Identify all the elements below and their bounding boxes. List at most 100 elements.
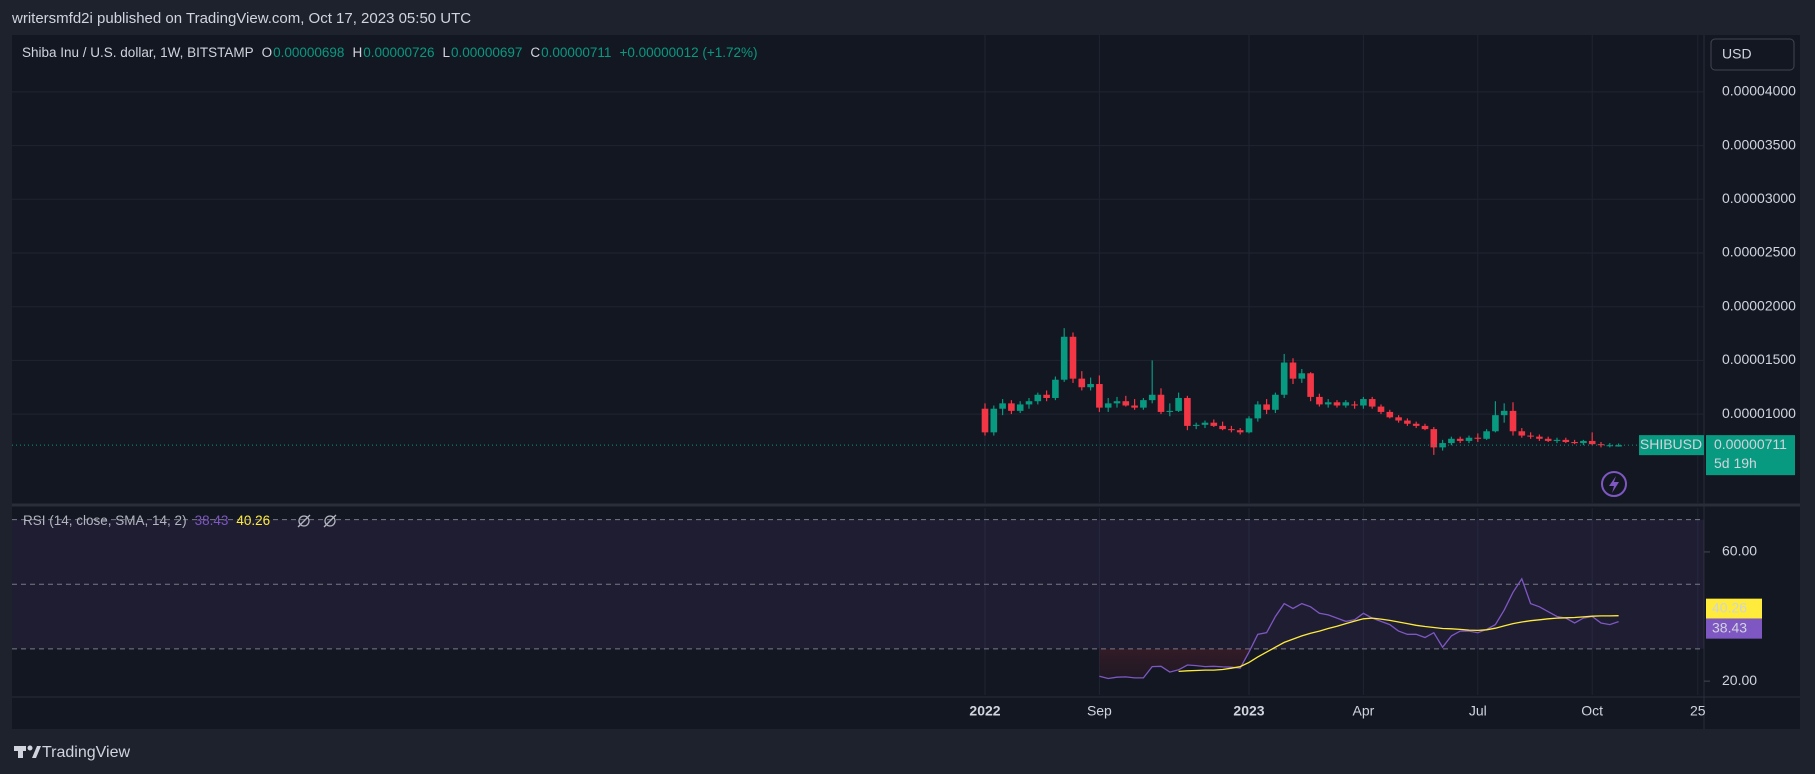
legend-icon xyxy=(297,514,311,528)
candle-body xyxy=(981,408,989,433)
rsi-legend: RSI (14, close, SMA, 14, 2) 38.43 40.26 xyxy=(23,513,270,528)
candle-body xyxy=(1069,336,1077,379)
candle-body xyxy=(1104,403,1112,408)
candle-body xyxy=(1562,439,1570,443)
candle-body xyxy=(1236,430,1244,433)
candle-body xyxy=(1307,373,1314,397)
candle-body xyxy=(1421,425,1429,430)
candle-body xyxy=(1492,415,1499,432)
value-label: 38.43 xyxy=(1712,619,1747,635)
y-tick-label: 0.00004000 xyxy=(1722,83,1796,99)
candle-body xyxy=(1324,402,1332,405)
currency[interactable]: USD xyxy=(1722,46,1752,62)
candle-body xyxy=(1289,362,1297,379)
candle-body xyxy=(1377,406,1385,412)
y-tick-label: 0.00001500 xyxy=(1722,351,1796,367)
candle-body xyxy=(1254,404,1262,419)
y-tick-label: 0.00002500 xyxy=(1722,244,1796,260)
candle-body xyxy=(1166,410,1174,412)
candle-body xyxy=(1263,404,1270,410)
legend-value: Shiba Inu / U.S. dollar, 1W, BITSTAMP xyxy=(22,45,254,60)
value-label: 40.26 xyxy=(1712,599,1747,615)
x-tick-label: 25 xyxy=(1690,703,1706,719)
symbol-label: SHIBUSD xyxy=(1640,436,1702,452)
candle-body xyxy=(1113,401,1121,404)
candle-body xyxy=(1395,417,1402,421)
candle-body xyxy=(1430,429,1438,448)
candle-body xyxy=(1192,424,1200,426)
candle-body xyxy=(1342,402,1350,406)
legend-icon xyxy=(298,515,310,527)
candle-body xyxy=(1157,394,1165,412)
x-tick-label: Apr xyxy=(1353,703,1375,719)
candle-body xyxy=(1034,394,1042,402)
y-tick-label: 0.00003500 xyxy=(1722,136,1796,152)
candle-body xyxy=(1052,379,1059,398)
legend-value: 0.00000726 xyxy=(363,45,434,60)
y-tick-label: 20.00 xyxy=(1722,672,1757,688)
candle-body xyxy=(1175,397,1182,411)
countdown: 5d 19h xyxy=(1714,455,1757,471)
last-price-label: 0.00000711 xyxy=(1714,436,1787,452)
candle-body xyxy=(1518,431,1526,436)
candle-body xyxy=(1448,438,1455,444)
legend-value: 0.00000711 xyxy=(541,45,611,60)
candle-body xyxy=(1483,431,1490,439)
alert-bolt xyxy=(1609,476,1619,493)
x-tick-label: 2022 xyxy=(969,703,1000,719)
candle-body xyxy=(1465,437,1473,441)
candle-body xyxy=(1368,399,1376,407)
rsi-line xyxy=(1099,577,1619,680)
y-tick-label: 0.00001000 xyxy=(1722,405,1796,421)
candle-body xyxy=(1412,423,1420,426)
x-tick-label: 2023 xyxy=(1233,703,1264,719)
alert-icon[interactable] xyxy=(1601,471,1627,497)
candle-body xyxy=(1219,425,1226,430)
legend-icon xyxy=(323,514,337,528)
symbol-label-box xyxy=(1639,435,1704,456)
tv-logo xyxy=(14,745,41,758)
legend-value: RSI (14, close, SMA, 14, 2) xyxy=(23,513,187,528)
logo-part xyxy=(27,745,33,751)
x-tick-label: Sep xyxy=(1087,703,1112,719)
candle-body xyxy=(1615,445,1622,447)
candle-body xyxy=(1580,440,1587,444)
value-label-box xyxy=(1706,598,1762,619)
candle-body xyxy=(1298,373,1306,379)
candle-body xyxy=(1474,437,1482,439)
rsi-line xyxy=(1178,615,1619,673)
candle-body xyxy=(1078,378,1086,388)
publisher: writersmfd2i published on TradingView.co… xyxy=(11,10,471,27)
candle-body xyxy=(1122,401,1130,406)
legend-value: 0.00000697 xyxy=(451,45,522,60)
y-tick-label: 0.00003000 xyxy=(1722,190,1796,206)
y-tick-label: 60.00 xyxy=(1722,543,1757,559)
candle-body xyxy=(1351,404,1358,406)
candle-body xyxy=(1087,384,1094,388)
symbol-legend: Shiba Inu / U.S. dollar, 1W, BITSTAMP O0.… xyxy=(22,45,758,60)
legend-value: L xyxy=(443,45,451,60)
legend-value: 38.43 xyxy=(195,513,229,528)
candle-body xyxy=(990,408,998,433)
candle-body xyxy=(1060,336,1068,380)
candle-body xyxy=(1043,394,1050,398)
candle-body xyxy=(1553,439,1561,441)
candle-body xyxy=(1588,440,1596,445)
candle-body xyxy=(1360,399,1367,406)
x-tick-label: Oct xyxy=(1581,703,1603,719)
candle-body xyxy=(1016,404,1024,411)
candle-body xyxy=(1527,435,1534,437)
value-label-box xyxy=(1706,618,1762,639)
legend-value: H xyxy=(352,45,362,60)
logo-part xyxy=(32,746,41,758)
candle-body xyxy=(1536,436,1543,439)
x-tick-label: Jul xyxy=(1469,703,1487,719)
legend-icon xyxy=(324,515,336,527)
currency-button[interactable] xyxy=(1710,38,1795,71)
candle-body xyxy=(1148,394,1156,401)
footer-brand: TradingView xyxy=(42,744,130,761)
logo-part xyxy=(18,746,23,758)
candle-body xyxy=(1210,422,1218,426)
legend-value: C xyxy=(530,45,540,60)
